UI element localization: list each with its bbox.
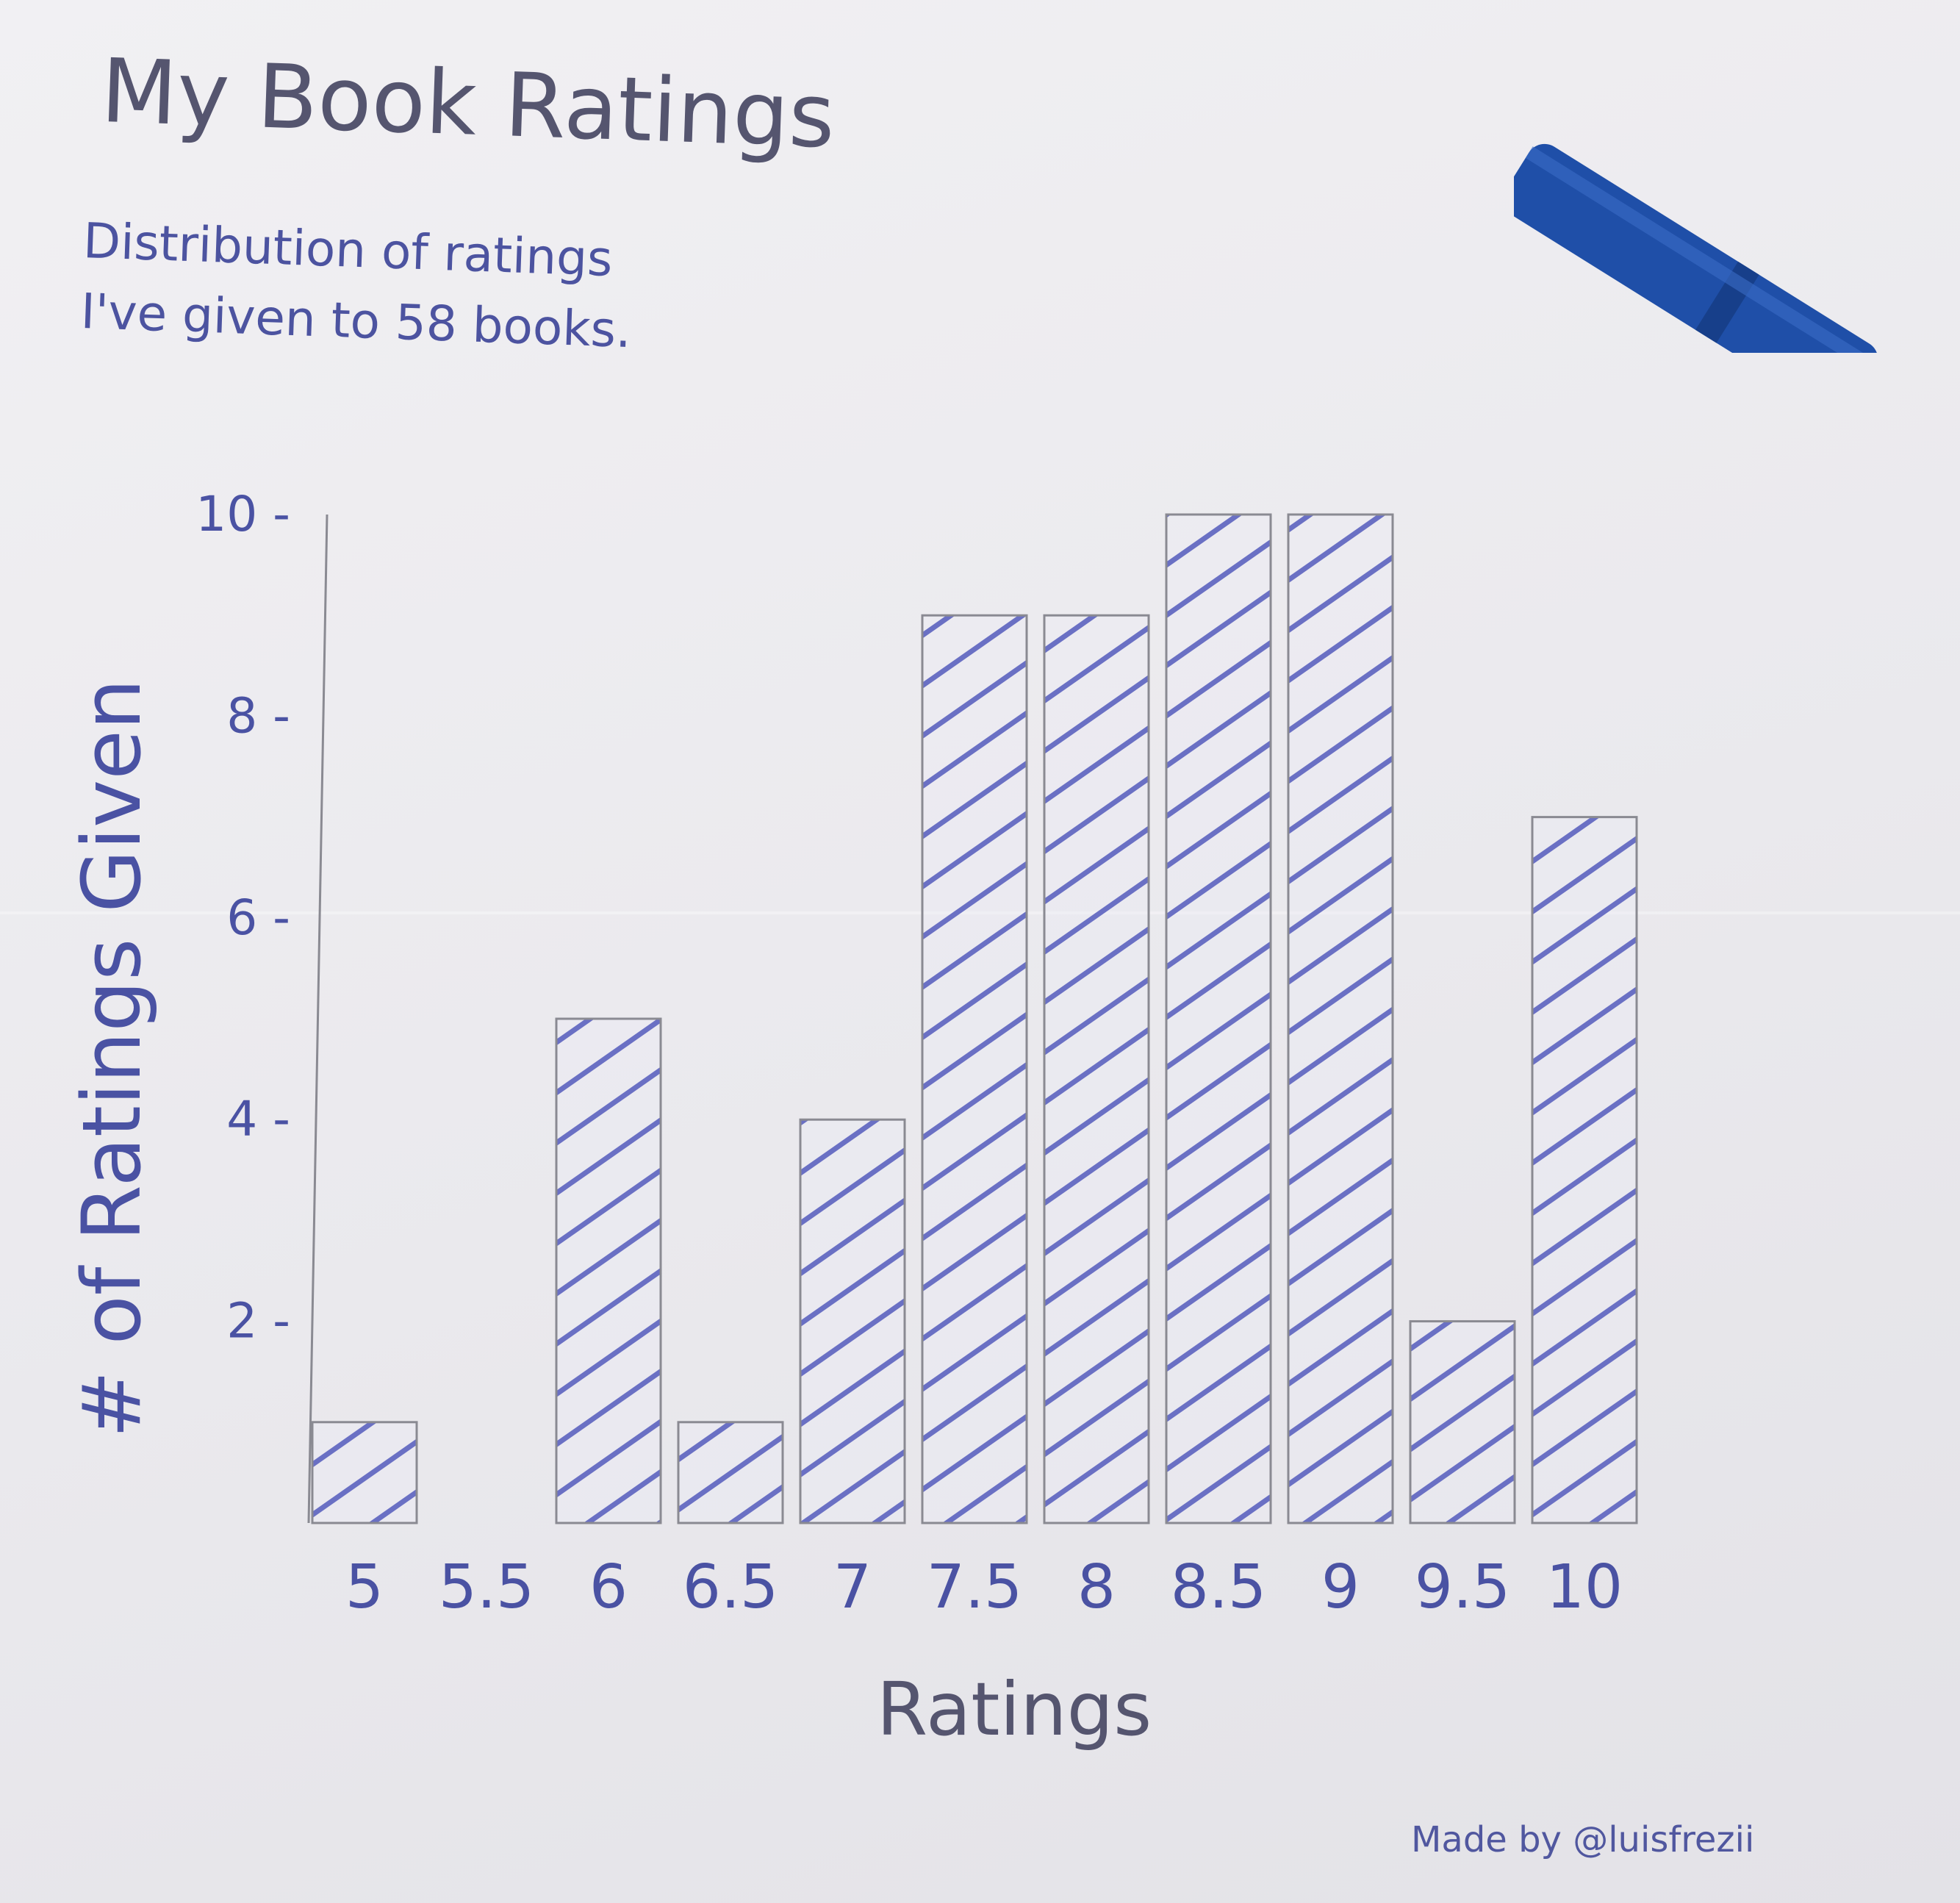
y-tick-label: 4 - xyxy=(226,1091,290,1147)
chart-axes xyxy=(307,514,329,1524)
bar-8 xyxy=(1043,614,1150,1524)
x-tick-label: 5 xyxy=(345,1552,384,1622)
bar-10 xyxy=(1531,816,1638,1524)
y-tick-label: 10 - xyxy=(195,486,290,542)
y-tick-label: 6 - xyxy=(226,889,290,946)
bar-7 xyxy=(799,1118,906,1524)
bar-9.5 xyxy=(1409,1320,1516,1524)
y-tick-labels: 2 - 4 - 6 - 8 - 10 - xyxy=(195,486,290,1350)
x-tick-label: 9.5 xyxy=(1415,1552,1510,1622)
bar-9 xyxy=(1287,513,1394,1524)
bar-6.5 xyxy=(677,1421,784,1524)
bar-7.5 xyxy=(921,614,1028,1524)
x-tick-label: 6.5 xyxy=(683,1552,778,1622)
x-tick-label: 5.5 xyxy=(439,1552,534,1622)
y-axis-line xyxy=(307,514,329,1524)
x-tick-labels: 5 5.5 6 6.5 7 7.5 8 8.5 9 9.5 10 xyxy=(345,1552,1623,1622)
x-tick-label: 7 xyxy=(833,1552,872,1622)
y-axis-label: # of Ratings Given xyxy=(65,678,159,1438)
chart-bars xyxy=(311,513,1638,1524)
x-tick-label: 10 xyxy=(1546,1552,1623,1622)
x-tick-label: 7.5 xyxy=(927,1552,1022,1622)
bar-8.5 xyxy=(1165,513,1272,1524)
y-tick-label: 8 - xyxy=(226,687,290,744)
bar-5 xyxy=(311,1421,418,1524)
x-tick-label: 8.5 xyxy=(1171,1552,1266,1622)
bar-6 xyxy=(555,1017,662,1524)
credit-text: Made by @luisfrezii xyxy=(1411,1819,1755,1860)
blue-marker-pen xyxy=(1514,143,1879,353)
x-tick-label: 8 xyxy=(1077,1552,1116,1622)
bar-chart: 5 5.5 6 6.5 7 7.5 8 8.5 9 9.5 10 2 -4 -6 -8 -10 - … xyxy=(65,486,1638,1752)
x-axis-label: Ratings xyxy=(877,1666,1152,1752)
x-tick-label: 6 xyxy=(589,1552,628,1622)
y-tick-label: 2 - xyxy=(226,1293,290,1350)
x-tick-label: 9 xyxy=(1321,1552,1360,1622)
